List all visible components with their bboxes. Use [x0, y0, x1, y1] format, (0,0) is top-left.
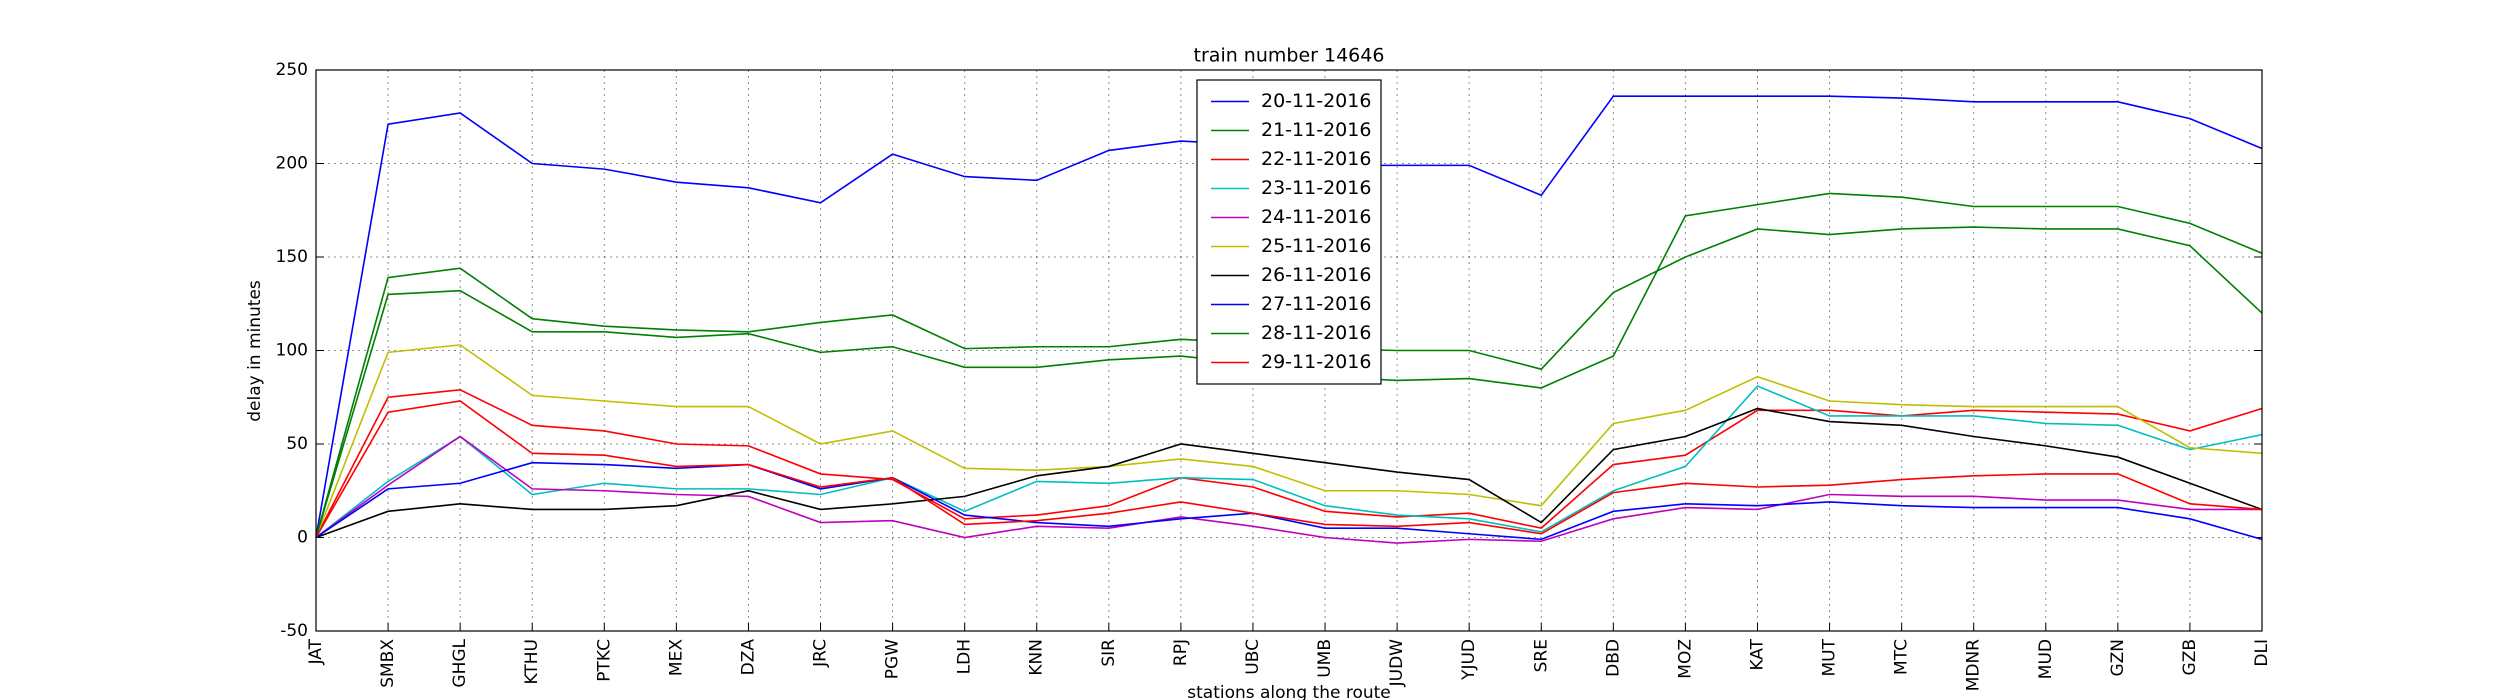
x-tick-label: LDH — [955, 639, 975, 674]
legend-label: 21-11-2016 — [1261, 119, 1371, 141]
x-tick-label: SRE — [1531, 639, 1551, 672]
legend-label: 28-11-2016 — [1261, 322, 1371, 344]
x-tick-label: RPJ — [1171, 639, 1191, 666]
x-tick-label: JRC — [811, 639, 831, 668]
x-tick-label: MUT — [1820, 638, 1840, 676]
y-tick-label: 0 — [297, 528, 308, 548]
legend-label: 26-11-2016 — [1261, 264, 1371, 286]
x-tick-label: GHGL — [450, 638, 470, 687]
data-line — [315, 407, 2263, 539]
data-line — [315, 388, 2263, 538]
x-tick-label: MTC — [1892, 639, 1912, 675]
legend-label: 22-11-2016 — [1261, 148, 1371, 170]
x-tick-label: DBD — [1603, 639, 1623, 677]
x-tick-label: PGW — [883, 639, 903, 679]
y-tick-label: 50 — [286, 434, 308, 454]
x-tick-label: JUDW — [1387, 639, 1407, 688]
x-tick-label: DZA — [738, 639, 758, 676]
legend-label: 20-11-2016 — [1261, 90, 1371, 112]
x-tick-label: GZN — [2108, 639, 2128, 677]
data-line — [315, 400, 2263, 538]
legend-label: 29-11-2016 — [1261, 351, 1371, 373]
y-tick-label: 150 — [276, 247, 308, 267]
data-line — [315, 344, 2263, 538]
legend-label: 23-11-2016 — [1261, 177, 1371, 199]
x-tick-label: DLI — [2252, 639, 2272, 667]
x-tick-label: MUD — [2036, 639, 2056, 679]
x-tick-label: UMB — [1315, 639, 1335, 678]
x-tick-label: GZB — [2180, 639, 2200, 675]
y-tick-label: 200 — [276, 154, 308, 174]
legend-label: 25-11-2016 — [1261, 235, 1371, 257]
legend: 20-11-2016 21-11-2016 22-11-2016 23-11-2016… — [1196, 79, 1382, 385]
data-line — [315, 385, 2263, 539]
x-tick-label: UBC — [1243, 639, 1263, 675]
x-tick-label: MDNR — [1964, 639, 1984, 691]
x-tick-label: MOZ — [1675, 639, 1695, 679]
x-tick-label: KAT — [1747, 638, 1767, 670]
x-tick-label: SIR — [1099, 639, 1119, 667]
x-tick-label: YJUD — [1459, 639, 1479, 681]
x-tick-label: KTHU — [522, 639, 542, 684]
legend-label: 24-11-2016 — [1261, 206, 1371, 228]
data-line — [315, 435, 2262, 544]
y-tick-label: -50 — [280, 621, 308, 641]
x-tick-label: KNN — [1027, 639, 1047, 676]
legend-label: 27-11-2016 — [1261, 293, 1371, 315]
plot-frame — [315, 69, 2263, 632]
x-tick-label: SMBX — [378, 639, 398, 688]
data-line — [315, 461, 2263, 541]
x-axis-label: stations along the route — [1187, 683, 1391, 700]
x-tick-label: PTKC — [594, 639, 614, 682]
y-tick-label: 100 — [276, 341, 308, 361]
chart-title: train number 14646 — [1194, 45, 1385, 67]
x-tick-label: JAT — [306, 638, 326, 665]
y-tick-label: 250 — [276, 60, 308, 80]
x-tick-label: MEX — [666, 639, 686, 676]
y-axis-label: delay in minutes — [245, 280, 265, 422]
